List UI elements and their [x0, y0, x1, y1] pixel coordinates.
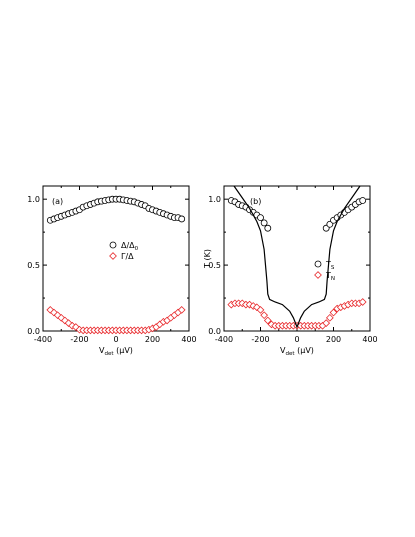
y-tick-label: 0.5: [27, 261, 40, 270]
data-point: [61, 316, 69, 325]
x-tick-label: 200: [326, 335, 341, 344]
panel-label: (b): [250, 197, 261, 206]
data-point: [325, 313, 334, 322]
legend-label: TS: [325, 260, 335, 271]
panel-b: -400 -200 0 200 400 0.0 0.5 1.0 Vdet (μV) T (K) (b…: [203, 185, 378, 357]
x-tick-label: 0: [294, 335, 299, 344]
series-1: [227, 298, 367, 330]
legend-marker: [314, 271, 322, 279]
plot-frame: [42, 185, 190, 332]
data-point: [177, 306, 186, 314]
data-point: [329, 308, 338, 317]
legend-label: Δ/Δ0: [121, 241, 139, 252]
y-tick-label: 1.0: [27, 195, 40, 204]
series-1: [46, 306, 186, 335]
x-tick-label: -400: [215, 335, 233, 344]
data-point: [257, 214, 264, 222]
x-tick-label: 400: [181, 335, 196, 344]
series-2: [233, 185, 361, 329]
x-tick-label: 400: [362, 335, 377, 344]
data-point: [64, 319, 73, 327]
x-axis-label: Vdet (μV): [280, 346, 314, 357]
series-0: [46, 195, 186, 224]
x-tick-label: -200: [70, 335, 88, 344]
series-0: [227, 197, 367, 232]
legend-marker: [109, 252, 117, 260]
panel-label: (a): [52, 197, 63, 206]
y-tick-label: 0.0: [27, 327, 40, 336]
series-line: [233, 185, 361, 329]
y-axis-label: T (K): [203, 249, 212, 269]
x-axis-label: Vdet (μV): [99, 346, 133, 357]
y-tick-label: 0.5: [208, 261, 221, 270]
data-point: [249, 302, 258, 310]
data-point: [260, 311, 269, 320]
data-point: [322, 319, 331, 327]
data-point: [263, 316, 272, 325]
data-point: [260, 219, 268, 227]
legend-marker: [109, 241, 117, 249]
legend-label: Γ/Δ: [121, 252, 134, 261]
data-point: [264, 224, 272, 232]
panel-a: -400 -200 0 200 400 0.0 0.5 1.0 Vdet (μV) (a) Δ/Δ0…: [27, 185, 197, 357]
x-tick-label: -400: [34, 335, 52, 344]
x-tick-label: -200: [251, 335, 269, 344]
data-point: [178, 215, 186, 223]
data-point: [358, 298, 367, 306]
data-point: [252, 303, 261, 312]
data-point: [256, 306, 265, 314]
legend-label: TN: [325, 271, 335, 282]
y-tick-label: 1.0: [208, 195, 221, 204]
x-tick-label: 200: [145, 335, 160, 344]
data-point: [359, 197, 367, 204]
legend-marker: [314, 260, 322, 268]
x-tick-label: 0: [113, 335, 118, 344]
y-tick-label: 0.0: [208, 327, 221, 336]
legend: Δ/Δ0Γ/Δ: [109, 241, 139, 261]
data-point: [53, 311, 62, 320]
